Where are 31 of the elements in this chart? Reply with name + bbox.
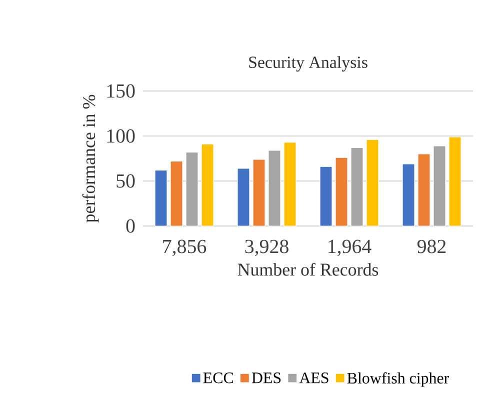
y-axis-title: performance in % (82, 94, 99, 222)
legend-label: DES (252, 372, 281, 384)
bar (252, 159, 266, 226)
x-tick-label: 1,964 (328, 240, 372, 256)
bar (170, 160, 183, 226)
bar (335, 157, 348, 226)
legend-label: Blowfish cipher (347, 372, 449, 387)
bar (418, 154, 430, 226)
bar (402, 164, 415, 226)
bar (448, 136, 462, 226)
bar (320, 166, 332, 226)
bar (366, 139, 379, 226)
y-tick-label: 0 (126, 219, 135, 233)
y-tick-label: 150 (107, 84, 135, 98)
x-tick-label: 3,928 (245, 240, 288, 256)
chart-title: Security Analysis (249, 56, 368, 72)
bar (350, 147, 364, 226)
bar (284, 142, 296, 226)
y-tick-label: 100 (107, 129, 135, 143)
y-tick-label: 50 (116, 174, 135, 188)
x-tick-label: 982 (417, 240, 446, 254)
legend-label: AES (299, 372, 328, 384)
bar (154, 170, 168, 226)
x-axis-title: Number of Records (238, 262, 378, 276)
x-tick-label: 7,856 (163, 240, 206, 256)
bar (237, 168, 250, 226)
bar (186, 152, 198, 226)
bar (433, 146, 446, 226)
bar (268, 150, 281, 226)
legend-label: ECC (203, 372, 233, 384)
bar (201, 144, 214, 226)
